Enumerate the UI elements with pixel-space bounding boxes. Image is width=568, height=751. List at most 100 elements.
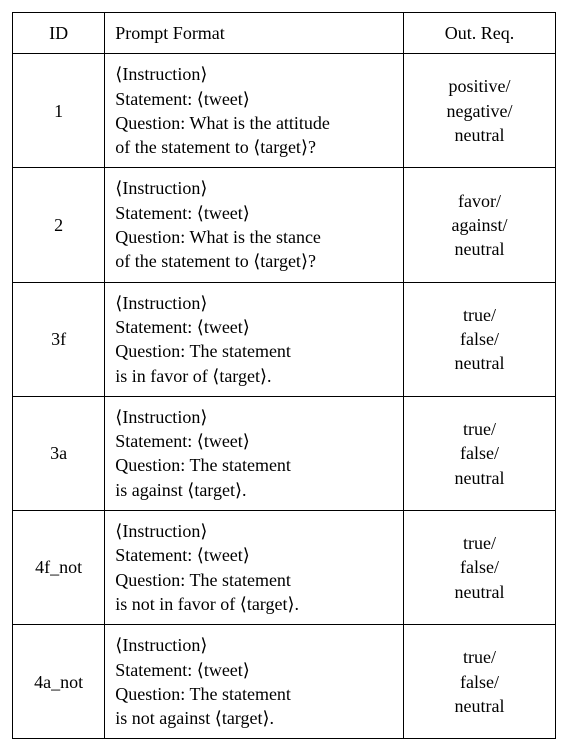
statement-label: Statement: ⟨ [115,545,204,565]
out-opt: false/ [460,672,499,692]
out-opt: true/ [463,305,496,325]
table-row: 2 ⟨Instruction⟩ Statement: ⟨tweet⟩ Quest… [13,168,556,282]
angle-close: ⟩ [200,407,207,427]
out-opt: neutral [454,353,504,373]
table-row: 4f_not ⟨Instruction⟩ Statement: ⟨tweet⟩ … [13,511,556,625]
angle-close: ⟩ [200,293,207,313]
angle-close: ⟩ [200,521,207,541]
question-line: Question: What is the stance [115,227,321,247]
cell-out: true/ false/ neutral [403,511,555,625]
out-opt: neutral [454,582,504,602]
question-line: Question: What is the attitude [115,113,330,133]
placeholder-instruction: Instruction [122,521,200,541]
angle-close: ⟩? [301,251,316,271]
angle-close: ⟩ [200,635,207,655]
question-line: Question: The statement [115,455,291,475]
statement-label: Statement: ⟨ [115,660,204,680]
out-opt: false/ [460,557,499,577]
out-opt: true/ [463,533,496,553]
cell-out: favor/ against/ neutral [403,168,555,282]
statement-label: Statement: ⟨ [115,89,204,109]
placeholder-tweet: tweet [204,317,243,337]
out-opt: true/ [463,419,496,439]
angle-close: ⟩ [243,545,250,565]
placeholder-tweet: tweet [204,660,243,680]
cell-prompt: ⟨Instruction⟩ Statement: ⟨tweet⟩ Questio… [105,396,404,510]
out-opt: false/ [460,443,499,463]
cell-id: 3a [13,396,105,510]
table-header-row: ID Prompt Format Out. Req. [13,13,556,54]
cell-id: 4f_not [13,511,105,625]
cell-prompt: ⟨Instruction⟩ Statement: ⟨tweet⟩ Questio… [105,625,404,739]
placeholder-target: target [219,366,260,386]
placeholder-instruction: Instruction [122,635,200,655]
question-line-2: is against ⟨ [115,480,194,500]
header-out: Out. Req. [403,13,555,54]
cell-prompt: ⟨Instruction⟩ Statement: ⟨tweet⟩ Questio… [105,168,404,282]
header-prompt: Prompt Format [105,13,404,54]
out-opt: neutral [454,468,504,488]
table-row: 4a_not ⟨Instruction⟩ Statement: ⟨tweet⟩ … [13,625,556,739]
cell-out: positive/ negative/ neutral [403,54,555,168]
question-line-2: is not in favor of ⟨ [115,594,247,614]
out-opt: true/ [463,647,496,667]
out-opt: false/ [460,329,499,349]
angle-close: ⟩ [243,431,250,451]
placeholder-target: target [247,594,288,614]
table-row: 3f ⟨Instruction⟩ Statement: ⟨tweet⟩ Ques… [13,282,556,396]
angle-close: ⟩. [260,366,272,386]
question-line-2: of the statement to ⟨ [115,251,260,271]
placeholder-instruction: Instruction [122,64,200,84]
angle-close: ⟩ [200,64,207,84]
question-line: Question: The statement [115,570,291,590]
placeholder-tweet: tweet [204,431,243,451]
question-line-2: is not against ⟨ [115,708,222,728]
cell-prompt: ⟨Instruction⟩ Statement: ⟨tweet⟩ Questio… [105,282,404,396]
angle-close: ⟩. [235,480,247,500]
cell-id: 1 [13,54,105,168]
placeholder-tweet: tweet [204,89,243,109]
question-line-2: of the statement to ⟨ [115,137,260,157]
placeholder-target: target [222,708,263,728]
question-line: Question: The statement [115,684,291,704]
prompt-format-table: ID Prompt Format Out. Req. 1 ⟨Instructio… [12,12,556,739]
table-row: 3a ⟨Instruction⟩ Statement: ⟨tweet⟩ Ques… [13,396,556,510]
question-line: Question: The statement [115,341,291,361]
out-opt: positive/ [448,76,510,96]
statement-label: Statement: ⟨ [115,431,204,451]
placeholder-instruction: Instruction [122,293,200,313]
angle-close: ⟩ [243,660,250,680]
header-id: ID [13,13,105,54]
angle-close: ⟩? [301,137,316,157]
placeholder-instruction: Instruction [122,178,200,198]
statement-label: Statement: ⟨ [115,203,204,223]
angle-close: ⟩ [243,203,250,223]
cell-id: 2 [13,168,105,282]
placeholder-target: target [194,480,235,500]
out-opt: neutral [454,125,504,145]
cell-out: true/ false/ neutral [403,396,555,510]
cell-prompt: ⟨Instruction⟩ Statement: ⟨tweet⟩ Questio… [105,511,404,625]
out-opt: neutral [454,239,504,259]
angle-close: ⟩. [287,594,299,614]
angle-close: ⟩. [262,708,274,728]
statement-label: Statement: ⟨ [115,317,204,337]
placeholder-tweet: tweet [204,545,243,565]
cell-id: 4a_not [13,625,105,739]
out-opt: against/ [451,215,507,235]
out-opt: favor/ [458,191,501,211]
table-row: 1 ⟨Instruction⟩ Statement: ⟨tweet⟩ Quest… [13,54,556,168]
placeholder-instruction: Instruction [122,407,200,427]
angle-close: ⟩ [243,89,250,109]
cell-out: true/ false/ neutral [403,282,555,396]
out-opt: negative/ [446,101,512,121]
question-line-2: is in favor of ⟨ [115,366,219,386]
angle-close: ⟩ [200,178,207,198]
cell-prompt: ⟨Instruction⟩ Statement: ⟨tweet⟩ Questio… [105,54,404,168]
placeholder-target: target [260,137,301,157]
cell-id: 3f [13,282,105,396]
placeholder-tweet: tweet [204,203,243,223]
out-opt: neutral [454,696,504,716]
placeholder-target: target [260,251,301,271]
cell-out: true/ false/ neutral [403,625,555,739]
